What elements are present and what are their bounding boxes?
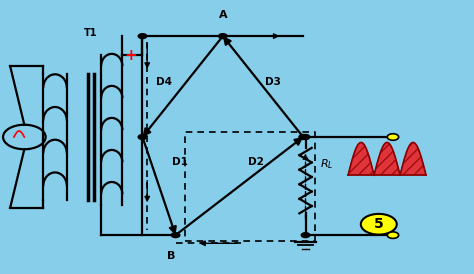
Text: D3: D3 (264, 78, 281, 87)
Circle shape (387, 134, 399, 140)
Circle shape (171, 233, 180, 238)
Text: D2: D2 (248, 156, 264, 167)
Circle shape (219, 34, 227, 39)
Text: D4: D4 (156, 78, 172, 87)
Text: +: + (124, 48, 137, 63)
Text: B: B (167, 252, 175, 261)
Text: $R_L$: $R_L$ (319, 157, 333, 171)
Circle shape (138, 135, 147, 139)
Text: T1: T1 (84, 28, 97, 38)
Text: D1: D1 (173, 156, 188, 167)
Circle shape (387, 232, 399, 238)
Circle shape (301, 233, 310, 238)
Circle shape (361, 214, 397, 235)
Text: 5: 5 (374, 217, 383, 231)
Circle shape (299, 135, 308, 139)
Circle shape (301, 135, 310, 139)
Text: A: A (219, 10, 227, 20)
Circle shape (138, 34, 147, 39)
